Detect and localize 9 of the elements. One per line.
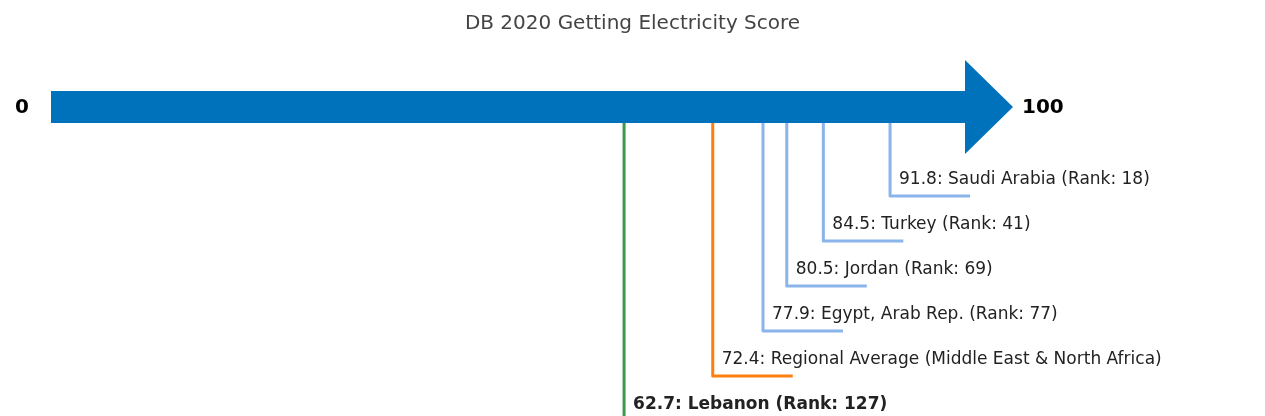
data-label: 91.8: Saudi Arabia (Rank: 18) <box>899 168 1150 188</box>
text: DB 2020 Getting Electricity Score <box>464 10 801 35</box>
data-label: 72.4: Regional Average (Middle East & North Africa) <box>721 348 1162 368</box>
data-label: 77.9: Egypt, Arab Rep. (Rank: 77) <box>772 303 1058 323</box>
data-label: 84.5: Turkey (Rank: 41) <box>832 213 1031 233</box>
data-label: 62.7: Lebanon (Rank: 127) <box>633 393 888 413</box>
text: 0 <box>15 94 29 119</box>
data-label: 80.5: Jordan (Rank: 69) <box>795 258 993 278</box>
text: 100 <box>1022 94 1064 119</box>
